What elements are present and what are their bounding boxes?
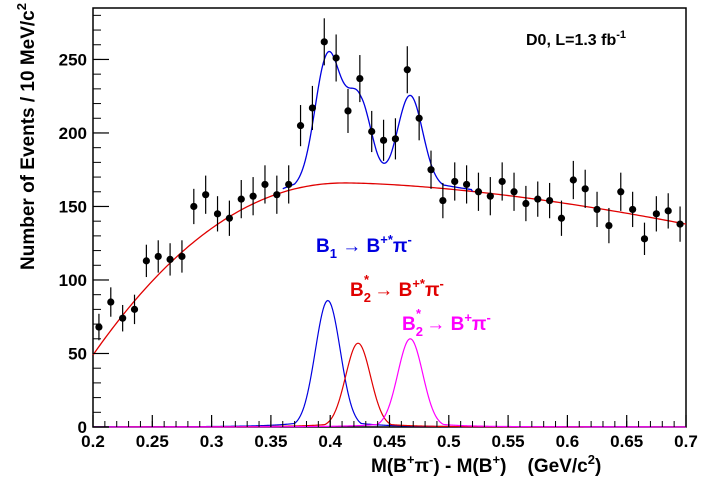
data-point [249,192,257,200]
x-tick-label: 0.2 [81,432,105,451]
x-tick-label: 0.7 [674,432,698,451]
peak-curve-b2-b-pi [93,342,687,428]
data-point [439,196,447,205]
data-point [261,180,269,189]
data-point [296,122,305,130]
data-point [107,298,115,306]
data-point [119,314,127,322]
data-point [190,202,198,211]
annotation-b2star-b: B2* → B+π- [402,306,491,339]
data-point [522,199,530,208]
x-tick-label: 0.3 [200,432,224,451]
x-tick-label: 0.6 [556,432,580,451]
data-point [379,136,388,144]
signal-peaks-layer [93,299,687,428]
data-point [652,210,660,218]
data-point [213,210,222,218]
data-point [344,107,352,115]
y-axis-label: Number of Events / 10 MeV/c2 [14,3,39,270]
y-tick-label: 100 [59,271,87,290]
data-point [368,127,376,136]
data-point [391,135,400,143]
x-tick-label: 0.5 [437,432,461,451]
peak-curve-b2-b-pi [93,338,686,428]
annotation-b2star-bstar: B2* → B+*π- [350,272,444,305]
data-points-layer [95,18,684,341]
axis-ticks-layer: 0.2 0.25 0.3 0.35 0.4 0.45 0.5 0.55 0.6 0.65 0.7 0 5… [59,14,698,451]
y-tick-label: 50 [68,344,87,363]
x-tick-label: 0.65 [610,432,643,451]
x-tick-label: 0.45 [373,432,406,451]
data-point [225,214,233,222]
data-point [320,38,328,46]
y-tick-label: 250 [59,50,87,69]
peak-curve-b1 [93,299,686,428]
data-point [415,114,423,122]
data-point [510,188,518,196]
data-point [95,323,103,331]
data-point [308,104,317,112]
total-fit-curve [282,50,474,192]
background-curve-layer [92,182,687,356]
data-point [356,74,364,83]
data-point [617,188,625,196]
data-point [178,252,186,261]
x-tick-label: 0.25 [136,432,169,451]
data-point [462,180,471,189]
x-axis-label: M(B+π-) - M(B+) (GeV/c2) [371,452,601,477]
data-point [640,235,649,243]
data-point [486,192,494,200]
corner-label: D0, L=1.3 fb-1 [526,29,626,49]
data-point [427,166,435,174]
data-point [664,207,672,215]
x-tick-label: 0.55 [492,432,525,451]
data-point [130,305,139,313]
data-point [546,196,554,205]
data-point [237,195,245,203]
data-point [166,255,174,263]
data-point [285,180,293,189]
data-point [142,257,150,265]
y-tick-label: 200 [59,124,87,143]
background-curve [92,182,687,356]
x-tick-label: 0.35 [254,432,287,451]
y-tick-label: 0 [78,418,87,437]
data-point [403,66,411,74]
data-point [474,188,483,196]
data-point [451,177,459,186]
data-point [498,177,506,186]
data-point [273,191,281,199]
data-point [202,191,210,199]
data-point [605,221,613,230]
data-point [569,176,577,184]
data-point [154,252,162,261]
data-point [593,205,601,214]
annotation-b1: B1 → B+*π- [316,232,412,261]
data-point [557,214,566,222]
data-point [332,54,340,62]
total-fit-layer [282,50,474,192]
x-tick-label: 0.4 [318,432,342,451]
data-point [534,195,542,203]
data-point [629,205,637,214]
y-tick-label: 150 [59,197,87,216]
data-point [676,220,684,228]
data-point [581,185,589,193]
